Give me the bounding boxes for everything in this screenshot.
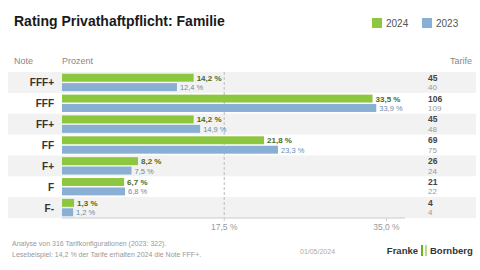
tarife-count: 4: [428, 198, 433, 208]
tarife-count: 48: [428, 125, 437, 134]
row-band: [8, 155, 476, 176]
tarife-count: 69: [428, 135, 438, 145]
brand-bar: [425, 245, 427, 256]
category-label: F+: [42, 161, 54, 172]
bar: [62, 136, 264, 144]
tarife-count: 21: [428, 177, 438, 187]
data-label: 14,2 %: [197, 74, 222, 83]
footnote: Lesebeispiel: 14,2 % der Tarife erhalten…: [12, 251, 201, 259]
data-label: 21,8 %: [267, 136, 292, 145]
row-band: [8, 72, 476, 93]
tarife-count: 40: [428, 83, 437, 92]
bar: [62, 115, 194, 123]
data-label: 12,4 %: [180, 83, 204, 92]
legend-label: 2023: [436, 18, 459, 29]
category-label: FF: [42, 140, 54, 151]
bar: [62, 199, 74, 207]
x-tick: [224, 218, 225, 221]
bar: [62, 95, 373, 103]
data-label: 7,5 %: [135, 167, 155, 176]
bar: [62, 157, 138, 165]
data-label: 14,9 %: [203, 125, 227, 134]
category-label: FF+: [36, 119, 54, 130]
legend-label: 2024: [386, 18, 409, 29]
bar: [62, 167, 132, 175]
data-label: 8,2 %: [141, 157, 161, 166]
row-band: [8, 114, 476, 135]
category-label: F-: [45, 203, 54, 214]
tarife-count: 26: [428, 156, 438, 166]
tarife-count: 22: [428, 187, 437, 196]
x-tick: [386, 218, 387, 221]
title: Rating Privathaftpflicht: Familie: [14, 13, 225, 29]
x-axis-line: [62, 218, 405, 219]
reference-line: [224, 72, 225, 218]
legend-swatch: [372, 18, 382, 28]
data-label: 6,7 %: [127, 178, 147, 187]
data-label: 23,3 %: [281, 146, 305, 155]
category-label: FFF+: [30, 77, 54, 88]
tarife-count: 4: [428, 208, 433, 217]
tarife-count: 109: [428, 104, 442, 113]
brand-bar: [421, 245, 423, 256]
bar: [62, 187, 125, 195]
bar: [62, 125, 200, 133]
tarife-count: 24: [428, 167, 437, 176]
bars: [62, 74, 376, 216]
bar: [62, 178, 124, 186]
data-label: 6,8 %: [128, 187, 148, 196]
footnote: Analyse von 316 Tarifkonfigurationen (20…: [12, 240, 166, 248]
x-axis-label: Prozent: [62, 56, 94, 66]
tarife-count: 106: [428, 94, 442, 104]
category-label: F: [48, 182, 54, 193]
brand: Bornberg: [430, 245, 473, 256]
tarife-count: 45: [428, 114, 438, 124]
brand: Franke: [387, 245, 418, 256]
data-label: 1,2 %: [76, 208, 96, 217]
column-header: Tarife: [450, 56, 472, 66]
row-band: [8, 197, 476, 218]
bar: [62, 74, 194, 82]
x-tick-label: 17,5 %: [211, 222, 238, 232]
data-label: 14,2 %: [197, 115, 222, 124]
data-label: 33,9 %: [379, 104, 403, 113]
tarife-count: 45: [428, 73, 438, 83]
bar: [62, 104, 376, 112]
bar: [62, 83, 177, 91]
chart: Rating Privathaftpflicht: Familie 2024 202…: [0, 0, 480, 270]
data-label: 1,3 %: [77, 199, 97, 208]
x-tick-label: 35,0 %: [373, 222, 400, 232]
tarife-count: 75: [428, 146, 437, 155]
data-label: 33,5 %: [376, 95, 401, 104]
bar: [62, 146, 278, 154]
category-label: FFF: [36, 98, 54, 109]
y-axis-label: Note: [14, 56, 33, 66]
date-label: 01/05/2024: [300, 248, 335, 255]
bar: [62, 208, 73, 216]
legend-swatch: [422, 18, 432, 28]
